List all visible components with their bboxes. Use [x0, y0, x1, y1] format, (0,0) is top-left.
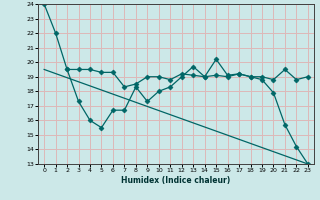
X-axis label: Humidex (Indice chaleur): Humidex (Indice chaleur): [121, 176, 231, 185]
